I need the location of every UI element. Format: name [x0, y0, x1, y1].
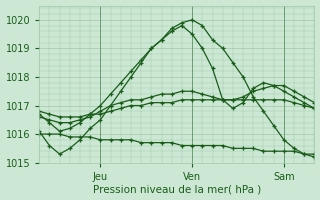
X-axis label: Pression niveau de la mer( hPa ): Pression niveau de la mer( hPa ): [93, 184, 261, 194]
